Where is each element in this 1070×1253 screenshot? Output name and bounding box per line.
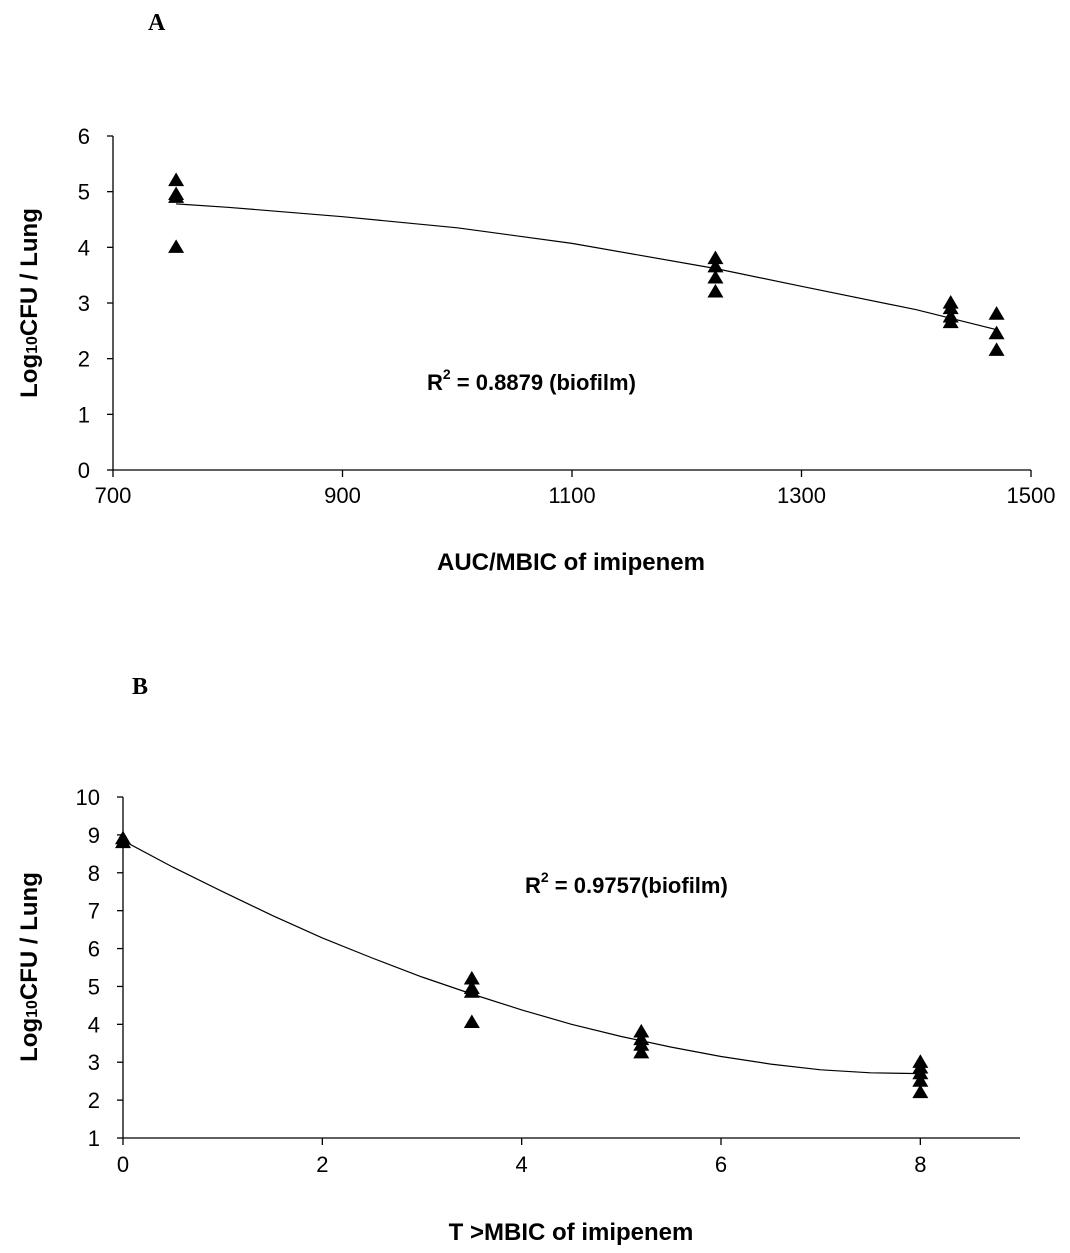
panel-a-data-point [168,172,185,187]
panel-a-x-tick-label: 1500 [1007,483,1056,508]
panel-b-y-tick-label: 9 [88,823,100,848]
panel-b-data-point [633,1037,650,1051]
panel-a-y-tick-label: 5 [78,180,90,205]
panel-b-y-axis-title: Log10CFU / Lung [16,872,43,1062]
panel-a-r-squared: R2 = 0.8879 (biofilm) [427,366,636,395]
panel-a-x-tick-label: 700 [95,483,132,508]
panel-a-data-point [942,314,959,329]
panel-b-x-tick-label: 4 [516,1152,528,1177]
panel-a-data-point [707,258,724,273]
panel-a-y-title-main: Log [16,354,43,398]
panel-a-data-point [707,250,724,265]
panel-a-r-letter: R [427,370,443,395]
panel-a-data-point [168,189,185,203]
panel-a-y-title-rest: CFU / Lung [16,208,43,336]
panel-b-x-axis-title: T >MBIC of imipenem [449,1219,694,1246]
panel-b-data-point [633,1023,650,1038]
panel-a-data-point [168,239,185,253]
panel-a-data-point [988,306,1005,320]
panel-a-r-sup: 2 [443,366,451,382]
panel-a-r-value: = 0.8879 (biofilm) [451,370,636,395]
panel-b-x-ticks: 0 2 4 6 8 [117,1138,926,1177]
panel-a-y-title-sub: 10 [24,336,41,354]
panel-b-data-point [912,1084,929,1099]
panel-a-y-tick-label: 2 [78,347,90,372]
panel-b-y-tick-label: 8 [88,861,100,886]
panel-b-points [115,830,929,1099]
panel-a-y-tick-label: 6 [78,124,90,149]
panel-b-y-tick-label: 5 [88,974,100,999]
panel-a-data-point [707,283,724,298]
panel-a-y-ticks: 0 1 2 3 4 5 6 [78,124,113,483]
panel-a-x-tick-label: 1100 [548,483,595,508]
panel-a-x-axis-title: AUC/MBIC of imipenem [437,549,705,576]
panel-a-y-tick-label: 3 [78,291,90,316]
panel-a-x-tick-label: 1300 [777,483,826,508]
panel-b-y-tick-label: 10 [76,785,100,810]
panel-b-y-title-sub: 10 [24,1000,41,1018]
panel-a-y-tick-label: 1 [78,402,90,427]
panel-b-x-tick-label: 8 [914,1152,926,1177]
panel-a-x-tick-label: 900 [324,483,361,508]
panel-b-data-point [115,834,131,849]
panel-a-y-tick-label: 4 [78,235,90,260]
panel-b-data-point [463,1014,480,1029]
panel-a-data-point [988,342,1005,356]
panel-b-y-tick-label: 7 [88,899,100,924]
panel-b-r-value: = 0.9757(biofilm) [549,873,728,898]
panel-a-x-ticks: 700 900 1100 1300 1500 [95,470,1056,508]
panel-b-x-tick-label: 2 [316,1152,328,1177]
panel-b-y-ticks: 1 2 3 4 5 6 7 8 9 10 [76,785,123,1151]
panel-b-data-point [463,984,480,998]
panel-a-letter: A [148,10,166,36]
panel-b-x-tick-label: 6 [715,1152,727,1177]
panel-b-trendline [122,840,921,1075]
panel-a-data-point [988,325,1005,340]
panel-b-r-letter: R [525,873,541,898]
panel-a-y-axis-title: Log10CFU / Lung [16,208,43,398]
panel-b-r-sup: 2 [541,869,549,885]
panel-b-y-title-rest: CFU / Lung [16,872,43,1000]
panel-a-y-tick-label: 0 [78,458,90,483]
panel-a-data-point [707,269,724,284]
panel-a-points [168,172,1005,356]
panel-b-data-point [912,1065,929,1080]
panel-b-r-squared: R2 = 0.9757(biofilm) [525,869,728,898]
panel-b-data-point [633,1044,650,1059]
panel-b-y-tick-label: 3 [88,1050,100,1075]
panel-b-y-title-main: Log [16,1018,43,1062]
panel-b-data-point [463,970,480,985]
panel-b-data-point [912,1073,929,1087]
panel-b-y-tick-label: 2 [88,1088,100,1113]
panel-b-y-tick-label: 1 [88,1126,100,1151]
panel-a-data-point [942,300,959,315]
panel-b-y-tick-label: 6 [88,937,100,962]
panel-b-x-tick-label: 0 [117,1152,129,1177]
panel-a-trendline [176,203,997,331]
panel-b-letter: B [132,674,148,700]
panel-b-y-tick-label: 4 [88,1012,100,1037]
